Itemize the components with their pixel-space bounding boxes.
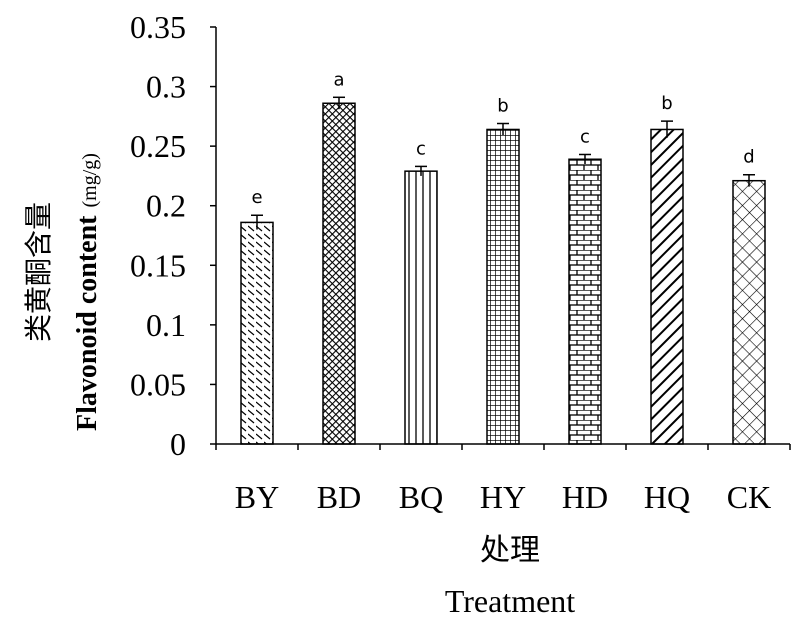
bar-hd [568, 158, 602, 445]
y-axis-title-cn-group: 类黄酮含量 [22, 202, 55, 342]
x-tick-label: BQ [399, 479, 443, 515]
x-axis-ticks: BY BD BQ HY HD HQ CK [215, 444, 791, 515]
x-axis-label-en: Treatment [445, 583, 575, 619]
x-tick-label: CK [727, 479, 771, 515]
significance-label: c [580, 126, 590, 147]
bar-hq [650, 128, 684, 445]
x-tick-label: BY [235, 479, 279, 515]
significance-label: c [416, 138, 426, 159]
significance-label: b [661, 93, 672, 114]
bar-ck [732, 179, 766, 445]
y-tick-label: 0.15 [130, 247, 186, 283]
y-tick-label: 0.25 [130, 128, 186, 164]
y-tick-label: 0.2 [146, 188, 186, 224]
x-tick-label: HQ [644, 479, 690, 515]
bar-hy [486, 128, 520, 445]
y-tick-label: 0.35 [130, 9, 186, 45]
x-axis-label-cn: 处理 [480, 533, 540, 568]
y-tick-label: 0 [170, 426, 186, 462]
y-tick-label: 0.1 [146, 307, 186, 343]
bars: e a c b c b d [240, 69, 766, 445]
bar-by [240, 221, 274, 445]
y-tick-label: 0.05 [130, 366, 186, 402]
x-tick-label: BD [317, 479, 361, 515]
x-tick-label: HY [480, 479, 526, 515]
y-axis-label-en: Flavonoid content [72, 215, 103, 431]
bar-bd [322, 102, 356, 445]
y-axis-title: Flavonoid content (mg/g) [72, 153, 103, 431]
svg-text:Flavonoid content (mg/g): Flavonoid content (mg/g) [72, 153, 103, 431]
y-axis-ticks: 0 0.05 0.1 0.15 0.2 0.25 0.3 0.35 [130, 9, 216, 462]
bar-bq [404, 170, 438, 445]
y-axis-label-cn: 类黄酮含量 [22, 202, 55, 342]
significance-label: d [743, 147, 754, 168]
significance-label: e [251, 187, 262, 208]
x-tick-label: HD [562, 479, 608, 515]
y-tick-label: 0.3 [146, 69, 186, 105]
y-axis-unit: (mg/g) [79, 153, 101, 207]
significance-label: a [333, 69, 344, 90]
significance-label: b [497, 96, 508, 117]
